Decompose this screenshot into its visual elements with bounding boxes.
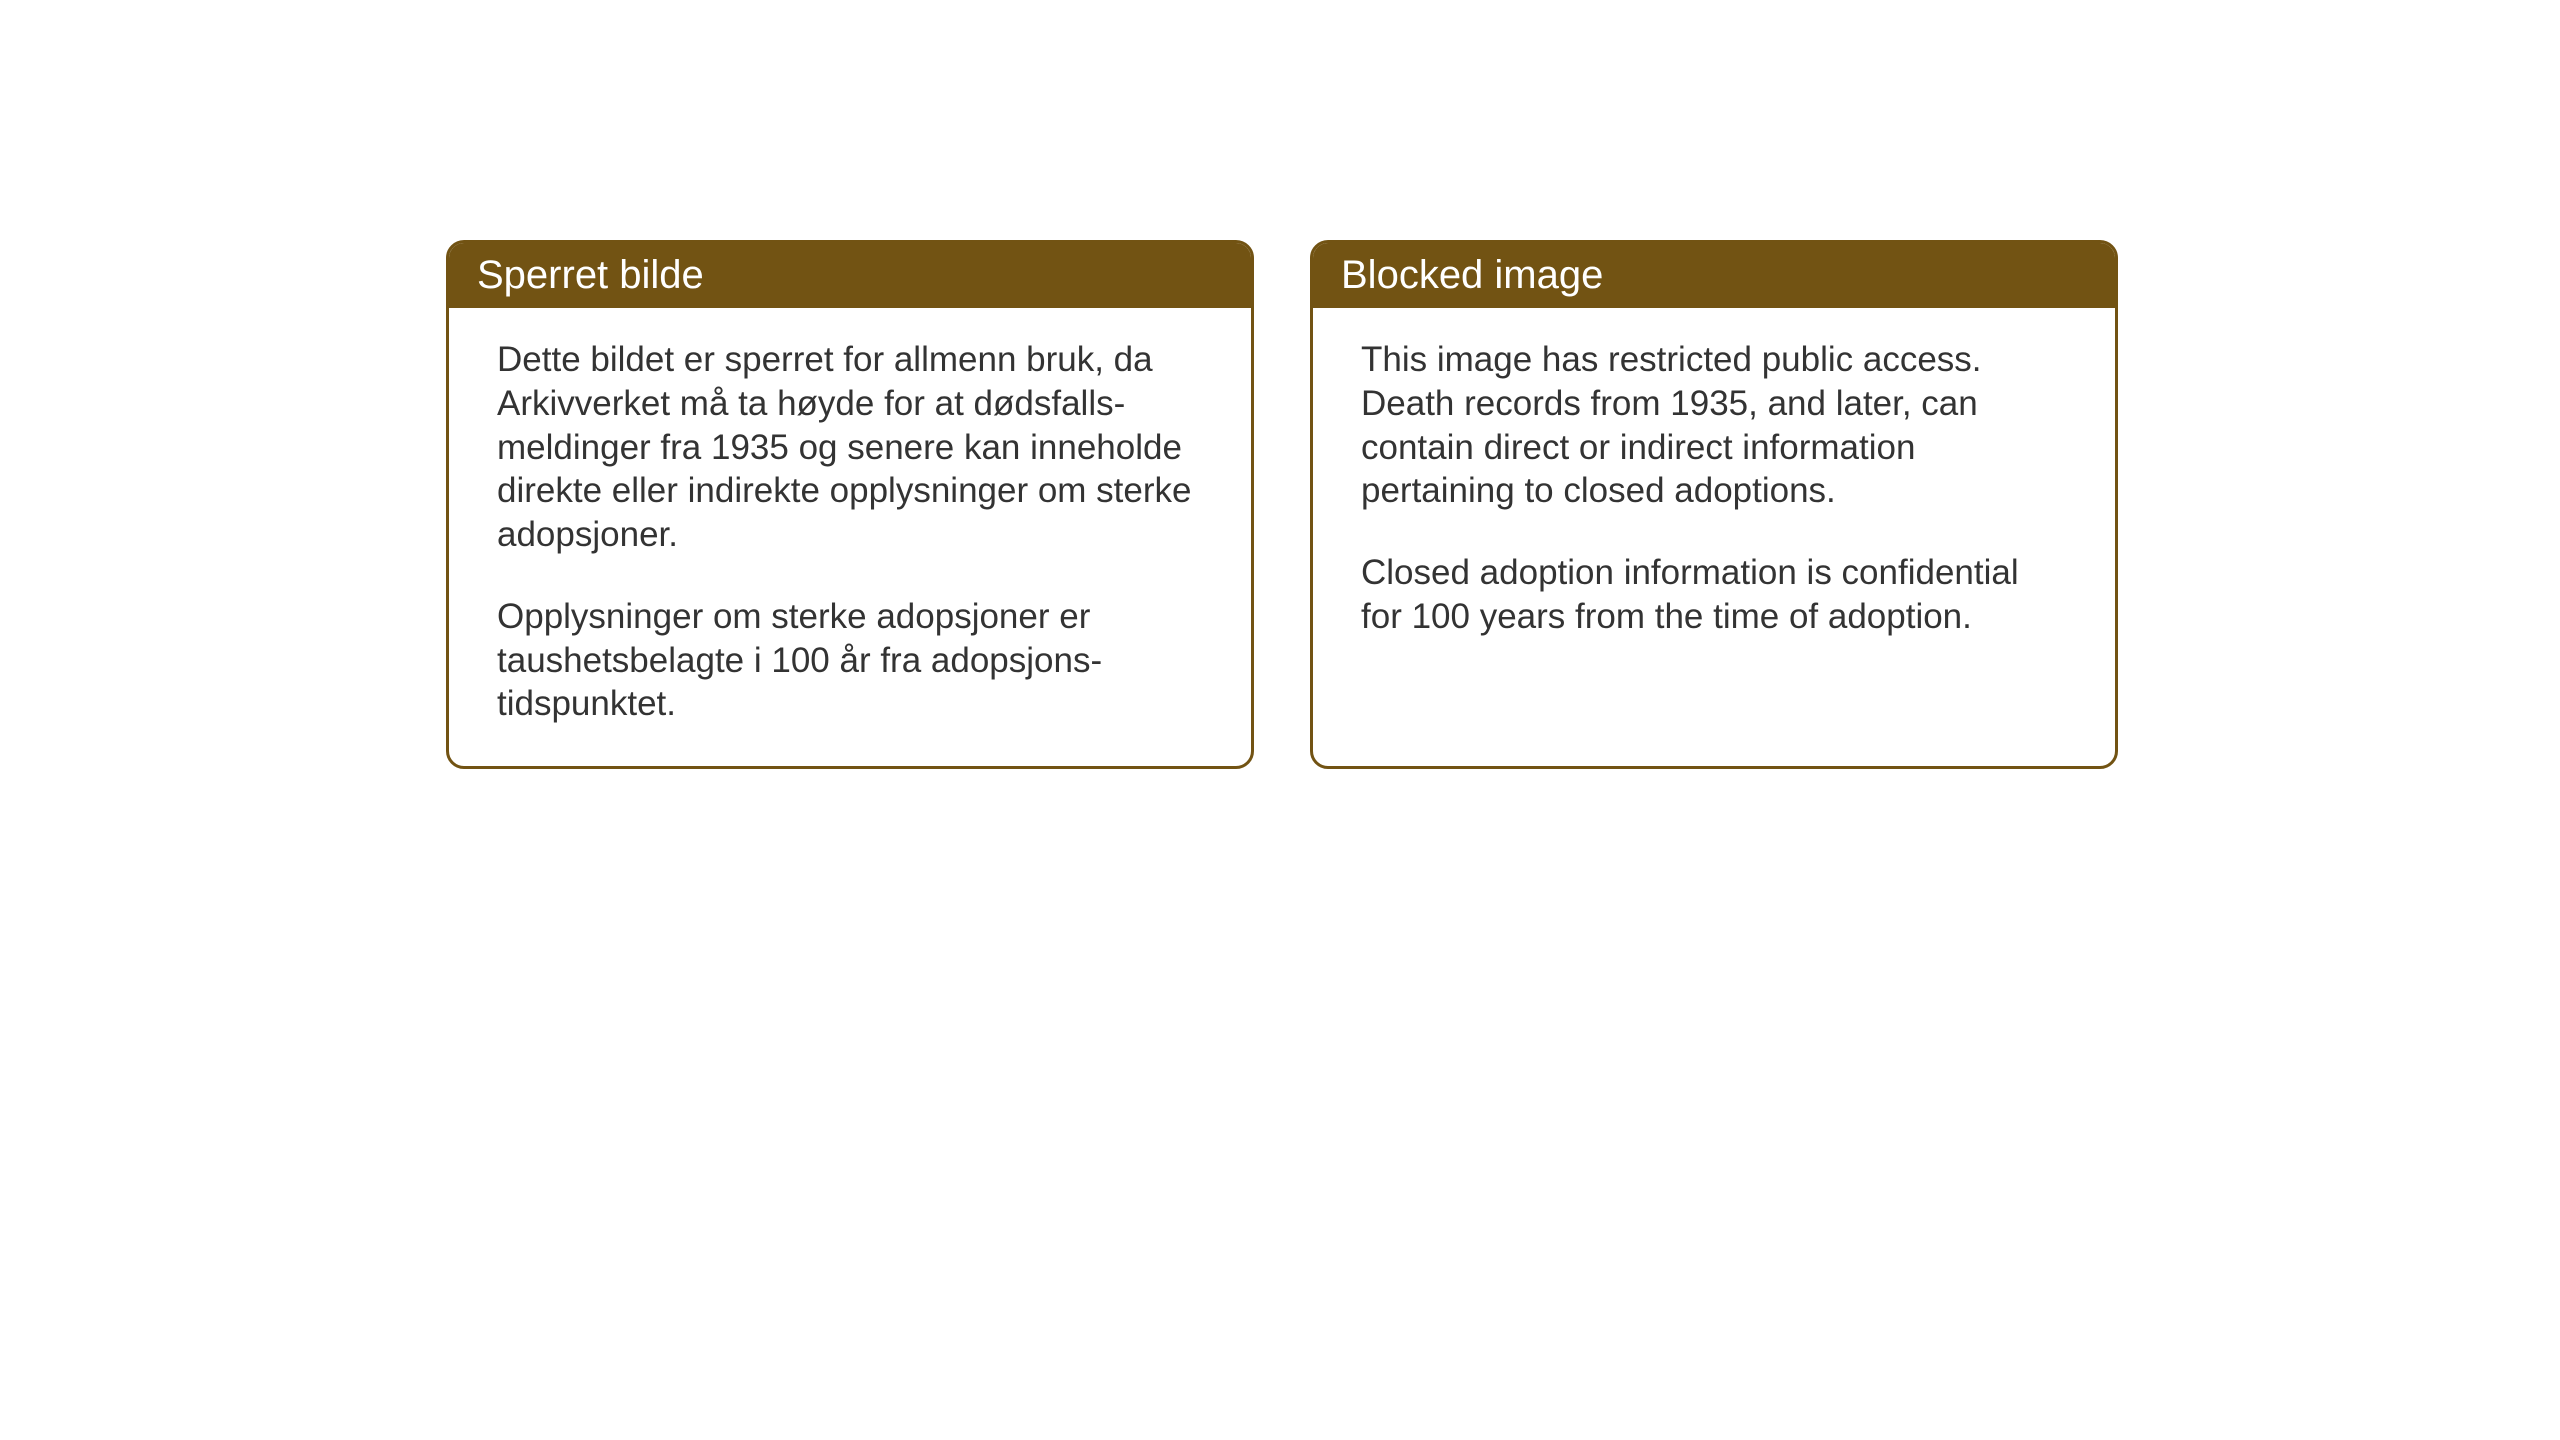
notice-paragraph-1-norwegian: Dette bildet er sperret for allmenn bruk… bbox=[497, 338, 1203, 557]
notice-card-norwegian: Sperret bilde Dette bildet er sperret fo… bbox=[446, 240, 1254, 769]
notice-card-english: Blocked image This image has restricted … bbox=[1310, 240, 2118, 769]
notice-paragraph-2-norwegian: Opplysninger om sterke adopsjoner er tau… bbox=[497, 595, 1203, 726]
notice-paragraph-2-english: Closed adoption information is confident… bbox=[1361, 551, 2067, 639]
notice-paragraph-1-english: This image has restricted public access.… bbox=[1361, 338, 2067, 513]
notice-title-english: Blocked image bbox=[1341, 253, 2087, 298]
notice-header-norwegian: Sperret bilde bbox=[449, 243, 1251, 308]
notice-container: Sperret bilde Dette bildet er sperret fo… bbox=[446, 240, 2118, 769]
notice-header-english: Blocked image bbox=[1313, 243, 2115, 308]
notice-body-norwegian: Dette bildet er sperret for allmenn bruk… bbox=[449, 308, 1251, 766]
notice-body-english: This image has restricted public access.… bbox=[1313, 308, 2115, 728]
notice-title-norwegian: Sperret bilde bbox=[477, 253, 1223, 298]
